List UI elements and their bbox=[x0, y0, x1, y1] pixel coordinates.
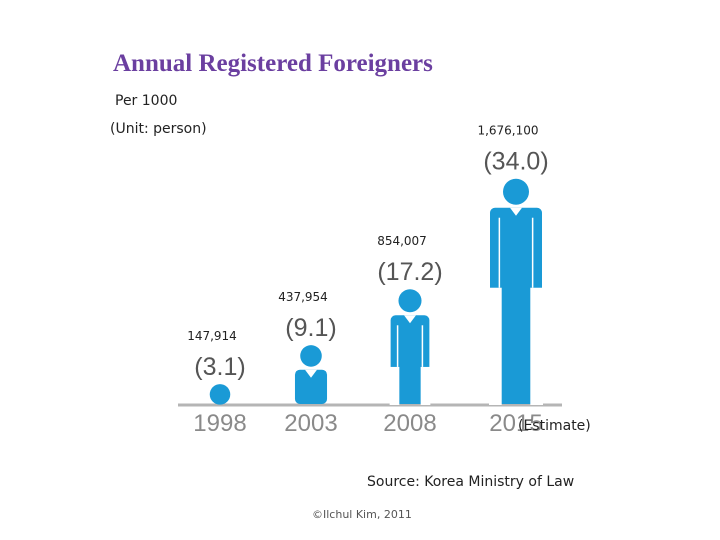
data-label-2015: 1,676,100 bbox=[477, 124, 538, 138]
tick-label-2008: 2008 bbox=[383, 410, 436, 437]
tick-label-2015: 2015 bbox=[489, 410, 542, 437]
chart-title: Annual Registered Foreigners bbox=[113, 50, 433, 77]
per-1000-label-2003: (9.1) bbox=[285, 314, 336, 342]
bar-1998 bbox=[209, 384, 231, 416]
bar-2003 bbox=[294, 345, 328, 404]
bar-2015 bbox=[489, 178, 543, 405]
data-label-1998: 147,914 bbox=[187, 329, 237, 343]
tick-label-1998: 1998 bbox=[193, 410, 246, 437]
unit-note-per-1000: Per 1000 bbox=[115, 93, 178, 109]
source-note: Source: Korea Ministry of Law bbox=[367, 474, 575, 490]
credit-note: ©Ilchul Kim, 2011 bbox=[312, 508, 412, 521]
unit-note-person: (Unit: person) bbox=[110, 121, 207, 137]
data-label-2003: 437,954 bbox=[278, 290, 328, 304]
estimate-annotation: (Estimate) bbox=[518, 418, 591, 434]
per-1000-label-2008: (17.2) bbox=[377, 258, 442, 286]
data-label-2008: 854,007 bbox=[377, 234, 427, 248]
per-1000-label-2015: (34.0) bbox=[483, 148, 548, 176]
per-1000-label-1998: (3.1) bbox=[194, 353, 245, 381]
tick-label-2003: 2003 bbox=[284, 410, 337, 437]
bar-2008 bbox=[389, 289, 431, 405]
